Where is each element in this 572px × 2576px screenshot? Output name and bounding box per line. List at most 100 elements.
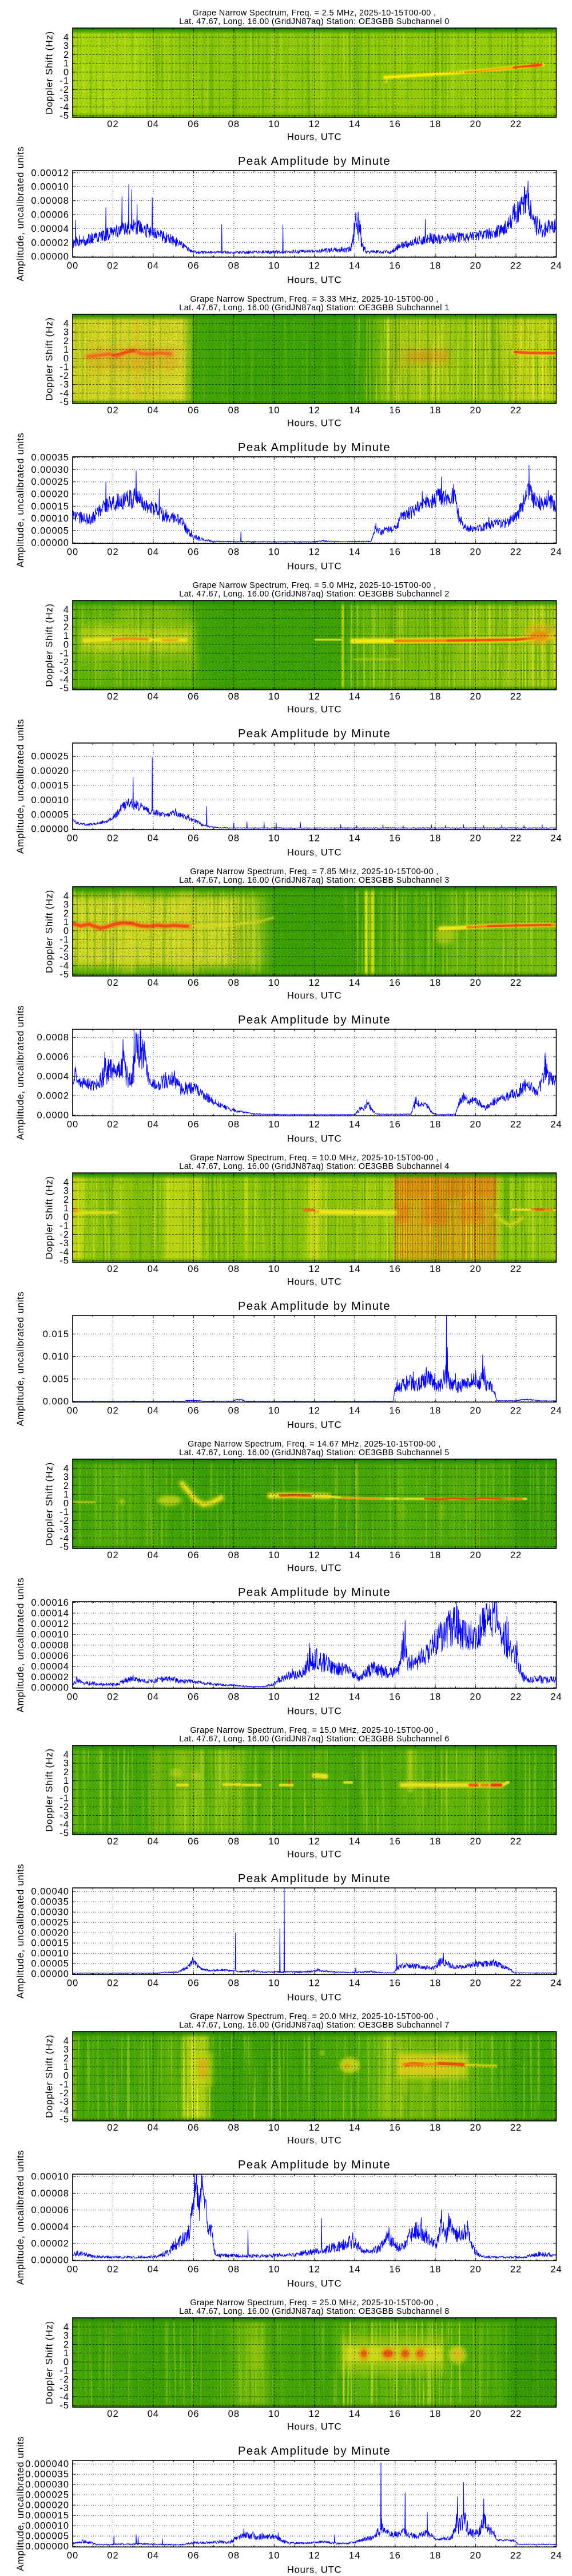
svg-text:0.00012: 0.00012 <box>31 1619 69 1629</box>
svg-text:Grape Narrow Spectrum, Freq. =: Grape Narrow Spectrum, Freq. = 2.5 MHz, … <box>193 9 436 18</box>
svg-text:-5: -5 <box>59 1542 69 1552</box>
svg-text:16: 16 <box>389 547 400 558</box>
svg-text:02: 02 <box>107 1120 118 1130</box>
svg-text:-2: -2 <box>59 2088 69 2099</box>
svg-text:22: 22 <box>510 1550 522 1560</box>
svg-text:-1: -1 <box>59 2080 69 2090</box>
svg-text:1: 1 <box>63 631 69 641</box>
svg-text:Grape Narrow Spectrum, Freq. =: Grape Narrow Spectrum, Freq. = 7.85 MHz,… <box>190 867 438 876</box>
svg-text:Hours, UTC: Hours, UTC <box>287 561 342 572</box>
svg-text:0.000015: 0.000015 <box>25 2511 69 2521</box>
svg-text:16: 16 <box>389 2551 400 2561</box>
svg-text:-5: -5 <box>59 969 69 979</box>
svg-text:24: 24 <box>550 261 562 271</box>
svg-text:12: 12 <box>309 547 320 558</box>
svg-text:06: 06 <box>188 119 199 129</box>
svg-text:Doppler Shift (Hz): Doppler Shift (Hz) <box>44 317 55 401</box>
svg-text:0.00006: 0.00006 <box>31 2205 69 2215</box>
svg-text:12: 12 <box>309 405 320 416</box>
svg-text:Hours, UTC: Hours, UTC <box>287 704 342 715</box>
svg-text:20: 20 <box>470 405 481 416</box>
svg-text:-3: -3 <box>59 380 69 390</box>
svg-text:0.000040: 0.000040 <box>25 2459 69 2470</box>
svg-text:10: 10 <box>268 119 280 129</box>
svg-text:Doppler Shift (Hz): Doppler Shift (Hz) <box>44 1748 55 1832</box>
svg-text:18: 18 <box>430 1406 441 1416</box>
svg-text:00: 00 <box>67 1406 78 1416</box>
svg-text:Hours, UTC: Hours, UTC <box>287 2421 342 2432</box>
svg-text:20: 20 <box>470 2409 481 2419</box>
svg-text:2: 2 <box>63 1195 69 1205</box>
svg-text:0.00010: 0.00010 <box>31 1630 69 1640</box>
svg-text:02: 02 <box>107 833 118 844</box>
svg-text:12: 12 <box>309 1264 320 1274</box>
svg-text:0.000000: 0.000000 <box>25 2542 69 2552</box>
svg-text:0.0006: 0.0006 <box>37 1052 69 1062</box>
svg-text:12: 12 <box>309 978 320 988</box>
svg-text:Lat. 47.67, Long. 16.00 (Gri: Lat. 47.67, Long. 16.00 (GridJN87aq) Sta… <box>179 590 449 599</box>
svg-text:3: 3 <box>63 900 69 910</box>
svg-text:Hours, UTC: Hours, UTC <box>287 847 342 858</box>
svg-text:Grape Narrow Spectrum, Freq. =: Grape Narrow Spectrum, Freq. = 20.0 MHz,… <box>190 2012 438 2021</box>
svg-text:-3: -3 <box>59 2383 69 2393</box>
svg-text:0.00000: 0.00000 <box>31 824 69 835</box>
svg-text:24: 24 <box>550 1406 562 1416</box>
svg-text:14: 14 <box>349 1836 360 1847</box>
svg-text:-2: -2 <box>59 1516 69 1526</box>
svg-text:-3: -3 <box>59 1238 69 1249</box>
svg-text:-3: -3 <box>59 1524 69 1535</box>
svg-text:10: 10 <box>268 547 280 558</box>
svg-text:3: 3 <box>63 1759 69 1769</box>
svg-text:Hours, UTC: Hours, UTC <box>287 2135 342 2146</box>
svg-text:06: 06 <box>188 2409 199 2419</box>
svg-text:08: 08 <box>228 1550 240 1560</box>
svg-text:0.00002: 0.00002 <box>31 2239 69 2249</box>
svg-text:0.00040: 0.00040 <box>31 1887 69 1897</box>
svg-text:08: 08 <box>228 1836 240 1847</box>
svg-text:0.000025: 0.000025 <box>25 2490 69 2500</box>
svg-text:-4: -4 <box>59 388 69 398</box>
svg-text:4: 4 <box>63 2036 69 2046</box>
svg-text:-1: -1 <box>59 1221 69 1231</box>
svg-text:Hours, UTC: Hours, UTC <box>287 132 342 143</box>
svg-text:Grape Narrow Spectrum, Freq. =: Grape Narrow Spectrum, Freq. = 14.67 MHz… <box>188 1440 441 1449</box>
svg-text:18: 18 <box>430 1978 441 1989</box>
svg-text:12: 12 <box>309 1692 320 1702</box>
svg-text:04: 04 <box>148 2551 159 2561</box>
svg-text:18: 18 <box>430 261 441 271</box>
svg-text:Hours, UTC: Hours, UTC <box>287 990 342 1001</box>
svg-text:Lat. 47.67, Long. 16.00 (Gri: Lat. 47.67, Long. 16.00 (GridJN87aq) Sta… <box>179 2307 449 2316</box>
svg-text:-1: -1 <box>59 1793 69 1804</box>
svg-text:2: 2 <box>63 1767 69 1777</box>
svg-text:0.00010: 0.00010 <box>31 795 69 805</box>
svg-text:18: 18 <box>430 2123 441 2133</box>
svg-text:14: 14 <box>349 405 360 416</box>
svg-text:-4: -4 <box>59 674 69 685</box>
svg-text:22: 22 <box>510 405 522 416</box>
svg-text:Doppler Shift (Hz): Doppler Shift (Hz) <box>44 890 55 973</box>
svg-text:0.00008: 0.00008 <box>31 196 69 206</box>
svg-text:0.00015: 0.00015 <box>31 781 69 791</box>
svg-text:06: 06 <box>188 1692 199 1702</box>
svg-text:18: 18 <box>430 1836 441 1847</box>
svg-text:-4: -4 <box>59 2392 69 2402</box>
svg-text:4: 4 <box>63 1464 69 1474</box>
svg-text:20: 20 <box>470 1264 481 1274</box>
svg-text:10: 10 <box>268 692 280 702</box>
svg-text:22: 22 <box>510 1978 522 1989</box>
svg-text:-1: -1 <box>59 1507 69 1518</box>
svg-text:4: 4 <box>63 2322 69 2333</box>
svg-text:00: 00 <box>67 1978 78 1989</box>
svg-text:02: 02 <box>107 119 118 129</box>
svg-text:0.00015: 0.00015 <box>31 1938 69 1949</box>
svg-text:-1: -1 <box>59 2366 69 2376</box>
svg-text:04: 04 <box>148 1692 159 1702</box>
svg-text:06: 06 <box>188 2265 199 2275</box>
svg-text:04: 04 <box>148 1550 159 1560</box>
svg-text:0.00006: 0.00006 <box>31 1651 69 1661</box>
svg-text:08: 08 <box>228 261 240 271</box>
svg-text:0.00020: 0.00020 <box>31 766 69 776</box>
svg-text:0.00010: 0.00010 <box>31 513 69 524</box>
svg-text:22: 22 <box>510 978 522 988</box>
svg-text:Hours, UTC: Hours, UTC <box>287 2278 342 2289</box>
